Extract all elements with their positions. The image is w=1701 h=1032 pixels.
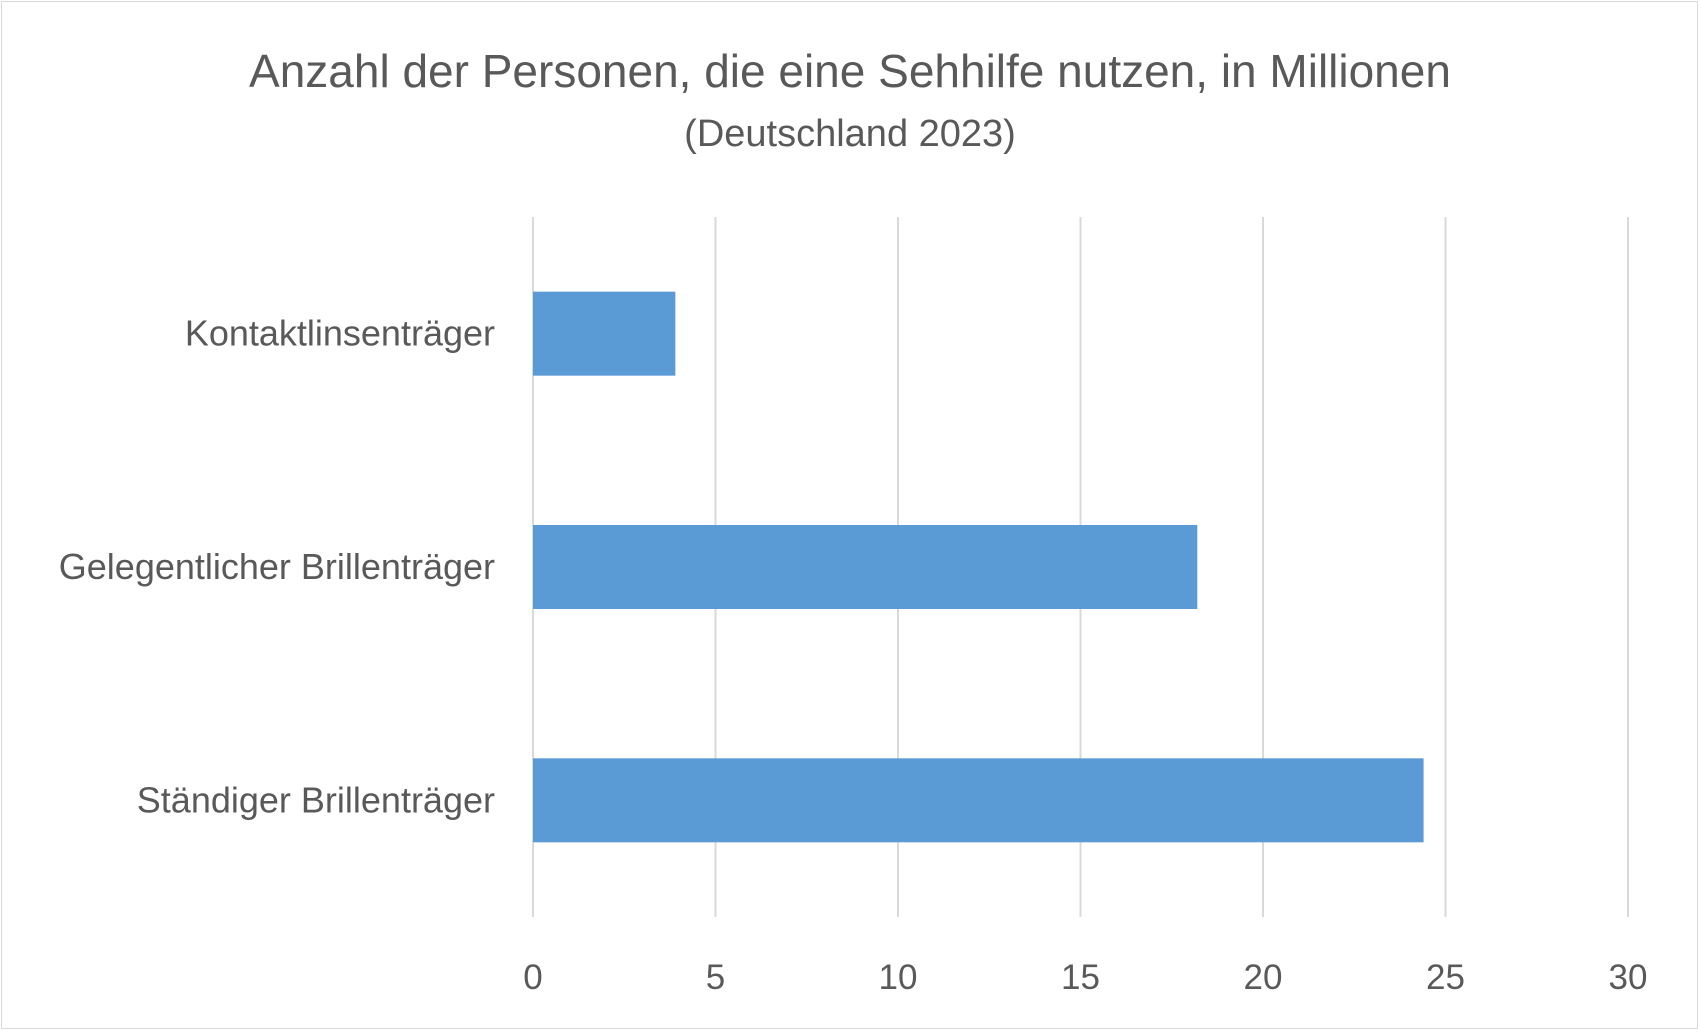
x-tick-label: 30 [1609,958,1648,997]
chart-title: Anzahl der Personen, die eine Sehhilfe n… [249,45,1451,97]
x-tick-label: 20 [1244,958,1283,997]
x-tick-label: 5 [706,958,725,997]
category-label: Ständiger Brillenträger [137,779,495,820]
x-tick-label: 15 [1061,958,1100,997]
chart-subtitle: (Deutschland 2023) [684,113,1016,155]
bars [533,291,1424,843]
bar [533,525,1198,609]
category-labels: Kontaktlinsenträger Gelegentlicher Brille… [59,313,495,821]
bar [533,758,1424,843]
x-tick-labels: 0 5 10 15 20 25 30 [523,958,1647,997]
x-tick-label: 10 [879,958,918,997]
x-tick-label: 0 [523,958,542,997]
x-tick-label: 25 [1426,958,1465,997]
category-label: Gelegentlicher Brillenträger [59,546,495,587]
category-label: Kontaktlinsenträger [185,313,495,354]
bar [533,291,676,376]
